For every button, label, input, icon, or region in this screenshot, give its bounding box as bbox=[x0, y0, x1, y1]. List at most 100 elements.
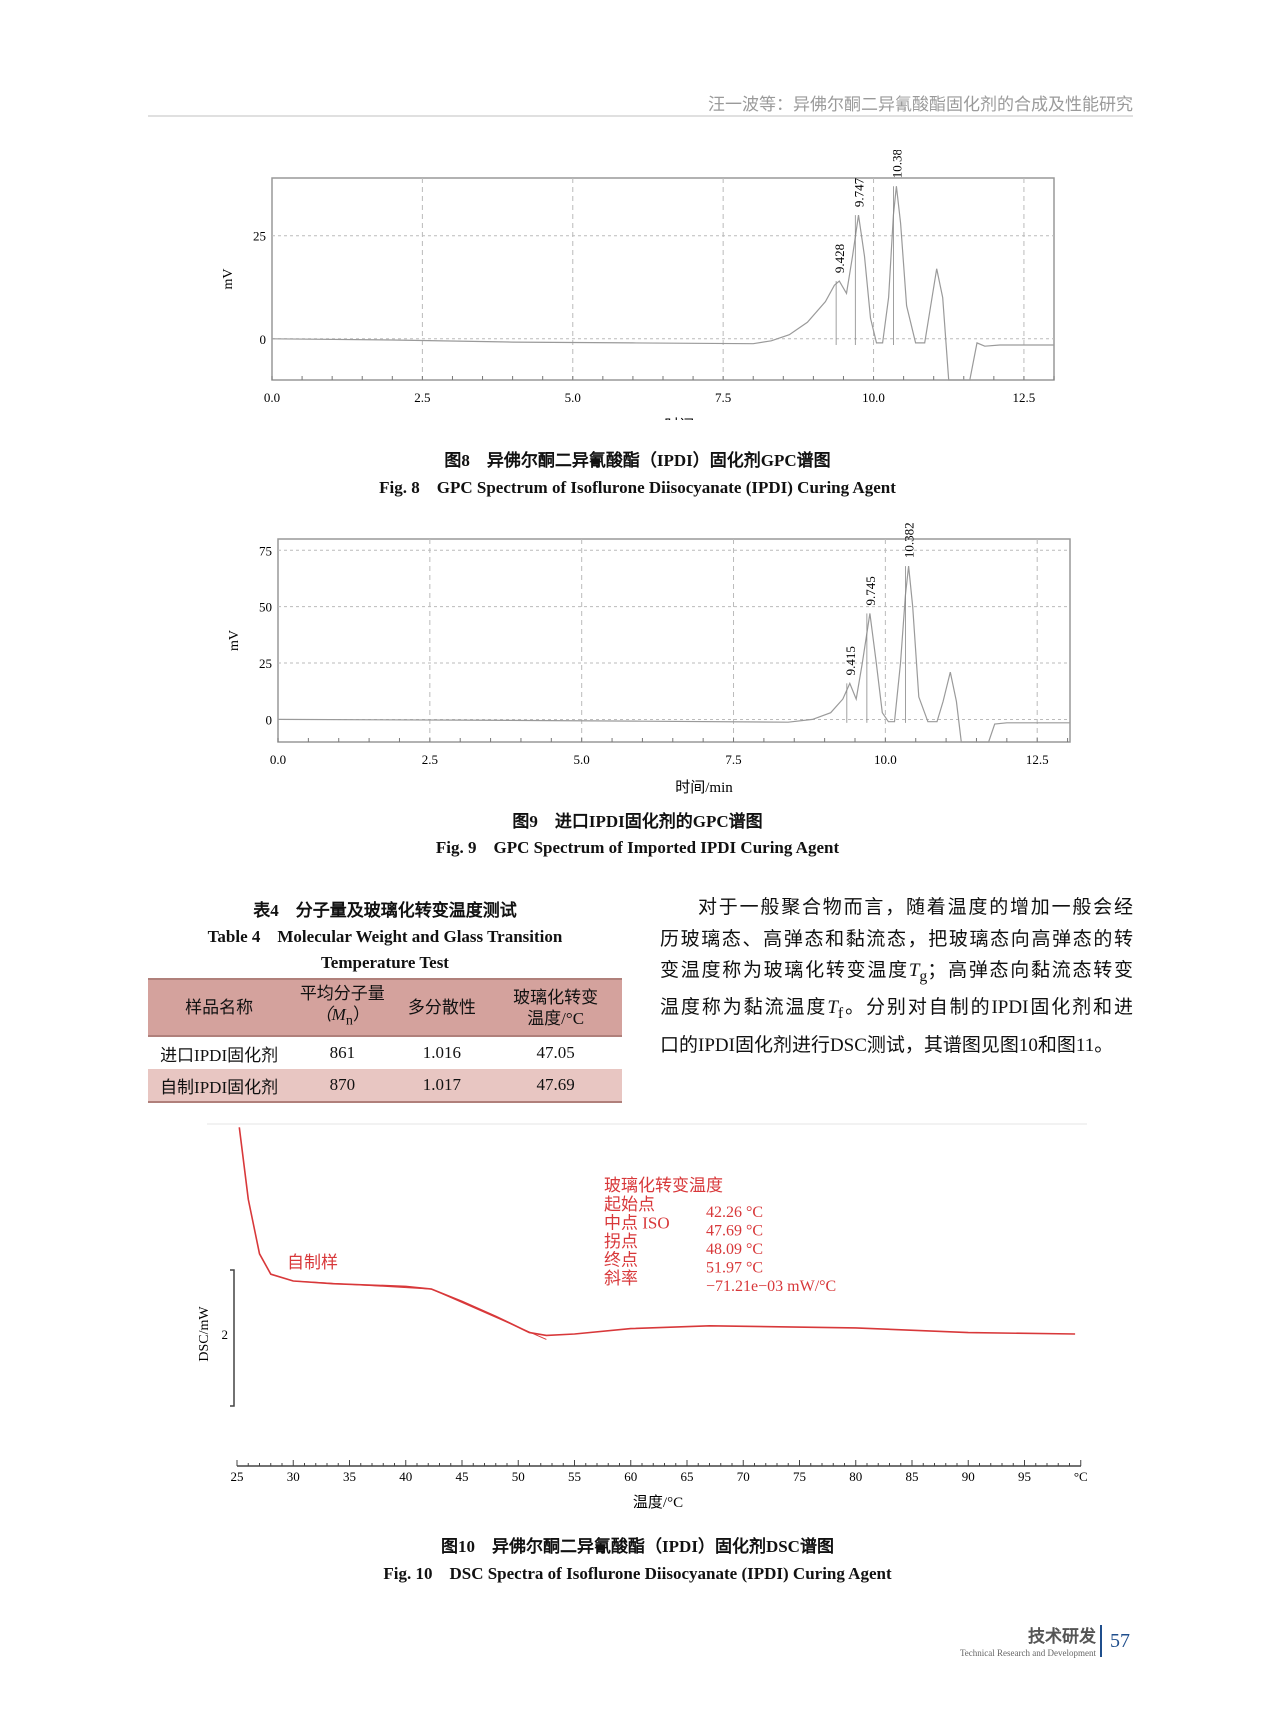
y-tick-label: 0 bbox=[260, 332, 267, 347]
annotation-label: 拐点 bbox=[604, 1232, 638, 1251]
annotation-title: 玻璃化转变温度 bbox=[604, 1176, 723, 1195]
tg-symbol: T bbox=[908, 960, 920, 981]
cell: 870 bbox=[290, 1069, 395, 1103]
y-axis-label: mV bbox=[227, 630, 242, 651]
text: 变温度称为玻璃化转变温度 bbox=[660, 960, 909, 981]
fig9-caption-en: Fig. 9 GPC Spectrum of Imported IPDI Cur… bbox=[435, 838, 840, 857]
para-line: 对于一般聚合物而言，随着温度的增加一般会经 bbox=[698, 897, 1133, 918]
x-tick-label: 70 bbox=[737, 1469, 750, 1484]
running-head: 汪一波等：异佛尔酮二异氰酸酯固化剂的合成及性能研究 bbox=[708, 95, 1133, 115]
y-tick-label: 75 bbox=[259, 543, 272, 558]
table-row: 进口IPDI固化剂 861 1.016 47.05 bbox=[148, 1036, 622, 1069]
peak-label: 9.745 bbox=[863, 576, 878, 605]
table-row: 自制IPDI固化剂 870 1.017 47.69 bbox=[148, 1069, 622, 1103]
x-axis-label: 时间/min bbox=[664, 417, 722, 420]
x-tick-label: 25 bbox=[231, 1469, 244, 1484]
x-tick-label: 7.5 bbox=[715, 390, 731, 405]
peak-label: 10.382 bbox=[902, 522, 917, 558]
x-tick-label: 95 bbox=[1018, 1469, 1031, 1484]
y-tick-label: 25 bbox=[259, 656, 272, 671]
tf-symbol: T bbox=[827, 997, 838, 1019]
peak-label: 10.381 bbox=[889, 150, 904, 178]
x-tick-label: 90 bbox=[962, 1469, 975, 1484]
x-tick-label: 2.5 bbox=[422, 752, 438, 767]
annotation-value: −71.21e−03 mW/°C bbox=[706, 1278, 836, 1295]
y-tick-label: 50 bbox=[259, 600, 272, 615]
table-header-row: 样品名称 平均分子量 （Mn） 多分散性 玻璃化转变 温度/°C bbox=[148, 978, 622, 1037]
x-tick-label: 30 bbox=[287, 1469, 300, 1484]
x-tick-label: 0.0 bbox=[264, 390, 280, 405]
y-axis-label: DSC/mW bbox=[197, 1306, 212, 1362]
x-tick-label: 55 bbox=[568, 1469, 581, 1484]
footer-section-en: Technical Research and Development bbox=[959, 1648, 1096, 1658]
x-tick-label: 10.0 bbox=[862, 390, 885, 405]
col-sample-name: 样品名称 bbox=[148, 978, 291, 1037]
fig10-dsc-chart: 25 30 35 40 45 50 55 60 65 70 75 80 85 90 95 °C 温度/°C 2 DS… bbox=[197, 1123, 1088, 1511]
x-tick-label: 2.5 bbox=[414, 390, 430, 405]
annotation-label: 斜率 bbox=[604, 1269, 638, 1288]
para-line: 变温度称为玻璃化转变温度Tg；高弹态向黏流态转变 bbox=[660, 955, 1133, 992]
table-title-cn: 表4 分子量及玻璃化转变温度测试 bbox=[253, 901, 517, 920]
fig10-caption-en: Fig. 10 DSC Spectra of Isoflurone Diisoc… bbox=[383, 1564, 892, 1583]
col-pdi: 多分散性 bbox=[394, 978, 490, 1037]
footer-divider bbox=[1100, 1625, 1102, 1657]
annotation-value: 42.26 °C bbox=[706, 1204, 763, 1221]
tg-sub: g bbox=[919, 967, 928, 985]
table-title-en-1: Table 4 Molecular Weight and Glass Trans… bbox=[207, 927, 563, 946]
x-axis-label: 时间/min bbox=[675, 779, 733, 796]
y-tick-label: 0 bbox=[266, 712, 273, 727]
col-mn: 平均分子量 （Mn） bbox=[290, 978, 395, 1037]
fig8-caption-cn: 图8 异佛尔酮二异氰酸酯（IPDI）固化剂GPC谱图 bbox=[444, 451, 831, 470]
annotation-value: 47.69 °C bbox=[706, 1223, 763, 1240]
col-mn-label: 平均分子量 bbox=[299, 984, 385, 1004]
x-tick-label: °C bbox=[1074, 1469, 1088, 1484]
plot-frame bbox=[271, 177, 1055, 381]
cell: 自制IPDI固化剂 bbox=[148, 1069, 291, 1103]
y-scale-bar bbox=[230, 1269, 235, 1407]
annotation-value: 51.97 °C bbox=[706, 1260, 763, 1277]
baseline-line bbox=[293, 1280, 432, 1290]
series-label: 自制样 bbox=[287, 1253, 338, 1272]
annotation-label: 中点 ISO bbox=[604, 1214, 670, 1233]
page-number: 57 bbox=[1110, 1630, 1130, 1652]
dsc-trace bbox=[238, 1127, 1076, 1337]
x-tick-label: 10.0 bbox=[874, 752, 897, 767]
peak-label: 9.415 bbox=[843, 646, 858, 675]
text: ；高弹态向黏流态转变 bbox=[927, 960, 1133, 981]
para-line: 历玻璃态、高弹态和黏流态，把玻璃态向高弹态的转 bbox=[660, 928, 1133, 950]
footer-section-cn: 技术研发 bbox=[1028, 1627, 1096, 1647]
col-mn-close: ） bbox=[352, 1005, 370, 1025]
x-tick-label: 60 bbox=[624, 1469, 637, 1484]
fig10-caption-cn: 图10 异佛尔酮二异氰酸酯（IPDI）固化剂DSC谱图 bbox=[441, 1537, 834, 1556]
text: 。分别对自制的IPDI固化剂和进 bbox=[843, 997, 1133, 1019]
body-paragraph: 对于一般聚合物而言，随着温度的增加一般会经 历玻璃态、高弹态和黏流态，把玻璃态向… bbox=[660, 892, 1133, 1061]
gpc-trace bbox=[277, 566, 1070, 743]
x-tick-label: 45 bbox=[456, 1469, 469, 1484]
fig8-gpc-chart: 0.0 2.5 5.0 7.5 10.0 12.5 0 25 mV 时间/min 9.428 9.74… bbox=[221, 150, 1055, 420]
x-tick-label: 5.0 bbox=[565, 390, 581, 405]
tf-sub: f bbox=[837, 1005, 844, 1023]
col-tg: 玻璃化转变 温度/°C bbox=[489, 978, 622, 1037]
results-table: 样品名称 平均分子量 （Mn） 多分散性 玻璃化转变 温度/°C 进口IPDI固化剂… bbox=[148, 978, 622, 1103]
x-tick-label: 35 bbox=[343, 1469, 356, 1484]
plot-frame bbox=[277, 538, 1071, 743]
fig9-caption-cn: 图9 进口IPDI固化剂的GPC谱图 bbox=[512, 812, 763, 831]
tangent-line bbox=[431, 1288, 547, 1340]
x-tick-label: 75 bbox=[793, 1469, 806, 1484]
x-axis-label: 温度/°C bbox=[633, 1494, 683, 1511]
x-tick-label: 0.0 bbox=[270, 752, 286, 767]
annotation-label: 起始点 bbox=[604, 1195, 655, 1214]
x-tick-label: 65 bbox=[681, 1469, 694, 1484]
peak-label: 9.747 bbox=[851, 177, 866, 207]
table-title: 表4 分子量及玻璃化转变温度测试 Table 4 Molecular Weigh… bbox=[148, 898, 622, 976]
cell: 47.69 bbox=[489, 1069, 622, 1103]
para-line: 温度称为黏流温度Tf。分别对自制的IPDI固化剂和进 bbox=[660, 992, 1133, 1029]
x-tick-label: 7.5 bbox=[725, 752, 741, 767]
x-tick-label: 12.5 bbox=[1013, 390, 1036, 405]
annotation-label: 终点 bbox=[604, 1251, 638, 1270]
col-mn-sub: n bbox=[345, 1012, 353, 1029]
para-line: 口的IPDI固化剂进行DSC测试，其谱图见图10和图11。 bbox=[660, 1034, 1114, 1056]
x-tick-label: 50 bbox=[512, 1469, 525, 1484]
fig9-gpc-chart: 0.0 2.5 5.0 7.5 10.0 12.5 0 25 50 75 mV 时间/min 9.415… bbox=[227, 522, 1071, 796]
